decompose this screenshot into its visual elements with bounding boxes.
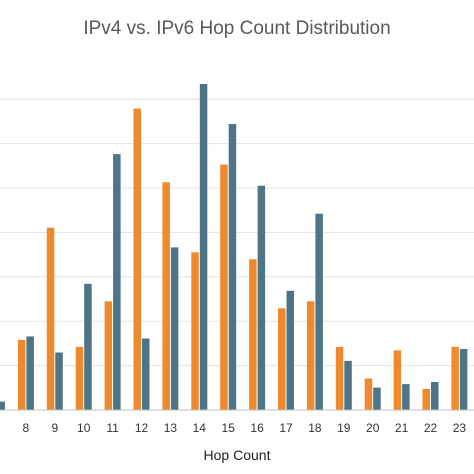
bar-series2-hop-17 [286, 290, 294, 410]
bar-series2-hop-8 [26, 336, 34, 410]
bar-series2-hop-16 [257, 185, 266, 410]
x-tick-label-21: 21 [395, 421, 409, 435]
x-tick-label-22: 22 [424, 421, 438, 435]
bar-series2-hop-9 [55, 352, 63, 410]
bar-series1-hop-9 [46, 227, 55, 410]
bar-series2-hop-12 [142, 338, 150, 410]
x-tick-label-14: 14 [193, 421, 207, 435]
bar-series1-hop-10 [75, 346, 84, 410]
bar-series1-hop-17 [278, 308, 286, 410]
bar-series1-hop-16 [249, 259, 257, 410]
bar-series2-hop-14 [199, 84, 208, 410]
bar-series2-hop-23 [459, 349, 468, 410]
bar-series2-hop-21 [402, 384, 410, 410]
x-tick-label-10: 10 [77, 421, 91, 435]
x-tick-label-23: 23 [453, 421, 467, 435]
x-tick-labels: 789101112131415161718192021222324 [0, 421, 467, 435]
bar-series2-hop-15 [228, 124, 237, 410]
bar-series2-hop-13 [170, 247, 179, 410]
bar-series2-hop-22 [431, 382, 439, 410]
bar-series1-hop-13 [162, 182, 170, 410]
x-tick-label-18: 18 [308, 421, 322, 435]
bar-series1-hop-14 [191, 252, 199, 410]
x-tick-label-12: 12 [135, 421, 149, 435]
chart-title: IPv4 vs. IPv6 Hop Count Distribution [83, 18, 391, 39]
x-axis-label: Hop Count [203, 447, 271, 463]
x-tick-label-17: 17 [279, 421, 293, 435]
x-tick-label-7: 7 [0, 421, 1, 435]
bar-series1-hop-11 [104, 301, 113, 410]
x-tick-label-20: 20 [366, 421, 380, 435]
x-tick-label-11: 11 [106, 421, 119, 435]
bar-series1-hop-21 [393, 350, 402, 410]
bar-series2-hop-7 [0, 401, 5, 410]
x-tick-label-15: 15 [222, 421, 236, 435]
bar-series2-hop-10 [84, 283, 92, 410]
bar-series1-hop-18 [306, 301, 315, 410]
x-tick-label-19: 19 [337, 421, 351, 435]
bar-series1-hop-15 [220, 164, 228, 410]
bar-series2-hop-18 [315, 213, 323, 410]
bar-series1-hop-8 [17, 339, 26, 410]
bar-series2-hop-19 [344, 360, 352, 410]
bar-series1-hop-23 [451, 346, 459, 410]
bar-series2-hop-20 [373, 387, 381, 410]
bar-series1-hop-19 [335, 346, 344, 410]
x-tick-label-9: 9 [51, 421, 58, 435]
bars [0, 84, 468, 410]
gridlines [0, 98, 474, 367]
x-tick-label-16: 16 [250, 421, 264, 435]
bar-series1-hop-20 [364, 378, 373, 410]
x-tick-label-13: 13 [164, 421, 178, 435]
bar-series2-hop-11 [113, 154, 121, 410]
bar-series1-hop-22 [422, 389, 430, 410]
bar-series1-hop-12 [133, 108, 141, 410]
x-tick-label-8: 8 [23, 421, 30, 435]
